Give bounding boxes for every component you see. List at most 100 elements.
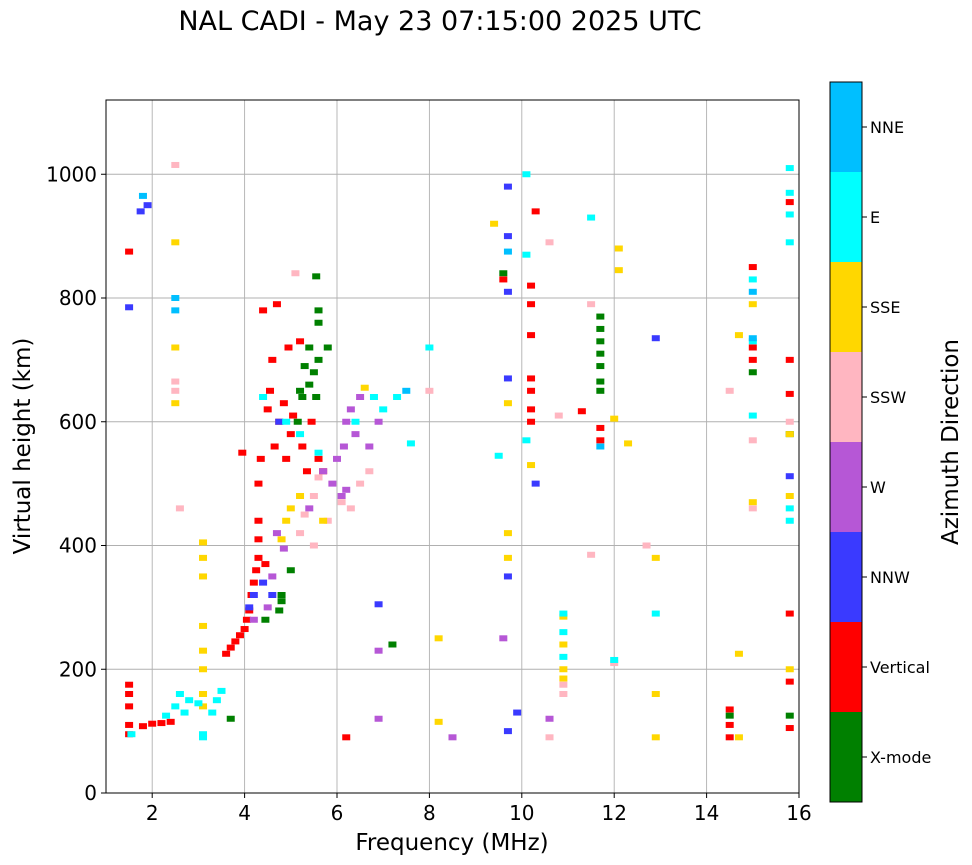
data-point-nnw [531, 480, 540, 487]
data-point-vertical [527, 418, 536, 425]
data-point-e [259, 394, 268, 400]
data-point-e [282, 418, 291, 425]
data-point-nne [748, 335, 757, 342]
data-point-sse [199, 573, 208, 580]
data-point-e [208, 709, 217, 716]
data-point-sse [286, 505, 295, 512]
data-point-vertical [302, 468, 311, 475]
y-tick-label: 1000 [46, 162, 97, 186]
data-point-sse [490, 220, 499, 227]
data-point-vertical [785, 199, 794, 206]
data-point-vertical [725, 706, 734, 713]
data-point-nne [596, 443, 605, 450]
data-point-w [365, 443, 374, 450]
data-point-nnw [503, 288, 512, 295]
data-point-ssw [725, 387, 734, 394]
data-point-vertical [307, 418, 316, 425]
data-point-w [272, 530, 281, 537]
data-point-x-mode [226, 715, 235, 722]
colorbar-segment-ssw [830, 352, 862, 442]
data-point-vertical [125, 703, 134, 710]
y-axis-label: Virtual height (km) [10, 338, 36, 555]
data-point-w [356, 394, 365, 400]
data-point-e [785, 239, 794, 246]
data-point-vertical [296, 338, 305, 345]
data-point-ssw [323, 517, 332, 524]
data-point-sse [734, 734, 743, 741]
data-point-sse [360, 384, 369, 391]
data-point-x-mode [312, 394, 321, 400]
data-point-vertical [596, 437, 605, 444]
x-tick-label: 10 [509, 801, 534, 825]
x-tick-label: 16 [786, 801, 811, 825]
data-point-e [194, 700, 203, 707]
data-point-w [448, 734, 457, 741]
data-point-e [785, 505, 794, 512]
data-point-e [785, 165, 794, 172]
data-point-vertical [298, 443, 307, 450]
data-point-sse [171, 400, 180, 407]
data-point-vertical [125, 248, 134, 255]
data-point-w [279, 545, 288, 552]
data-point-x-mode [296, 387, 305, 394]
data-point-x-mode [596, 378, 605, 385]
data-point-ssw [337, 499, 346, 506]
data-point-sse [296, 493, 305, 499]
data-point-sse [748, 499, 757, 506]
data-point-x-mode [277, 598, 286, 605]
data-point-nnw [651, 335, 660, 342]
data-point-w [328, 480, 337, 487]
data-point-vertical [785, 390, 794, 397]
data-point-e [171, 703, 180, 710]
data-point-ssw [314, 474, 323, 481]
data-point-x-mode [305, 344, 314, 351]
data-point-vertical [148, 720, 157, 727]
data-point-sse [785, 493, 794, 499]
data-point-e [559, 629, 568, 636]
data-point-sse [171, 344, 180, 351]
data-point-vertical [286, 431, 295, 438]
data-point-vertical [222, 650, 231, 657]
data-point-nne [171, 307, 180, 314]
data-point-vertical [245, 607, 254, 614]
data-point-ssw [748, 437, 757, 444]
data-point-vertical [785, 356, 794, 363]
data-point-nnw [136, 208, 145, 215]
data-point-nne [748, 288, 757, 295]
data-point-ssw [559, 691, 568, 697]
data-point-vertical [238, 449, 247, 456]
data-point-sse [614, 245, 623, 252]
data-point-ssw [309, 493, 318, 499]
data-point-e [180, 709, 189, 716]
data-point-sse [651, 734, 660, 741]
data-point-nnw [125, 304, 134, 311]
data-point-e [559, 653, 568, 660]
data-point-nnw [275, 418, 284, 425]
data-point-e [296, 431, 305, 438]
data-point-ssw [748, 505, 757, 512]
data-point-w [342, 418, 351, 425]
data-point-nnw [785, 473, 794, 480]
data-point-sse [651, 554, 660, 561]
data-point-vertical [272, 301, 281, 308]
data-point-x-mode [596, 325, 605, 332]
colorbar-tick-label: Vertical [870, 658, 930, 677]
data-point-e [425, 344, 434, 351]
data-point-x-mode [785, 712, 794, 719]
data-point-w [374, 715, 383, 722]
data-point-vertical [125, 691, 134, 697]
data-point-vertical [226, 644, 235, 651]
data-point-x-mode [596, 338, 605, 345]
colorbar-segment-e [830, 172, 862, 262]
data-point-ssw [610, 660, 619, 667]
data-point-e [185, 697, 194, 704]
data-point-vertical [527, 406, 536, 413]
data-point-nnw [503, 233, 512, 240]
data-point-vertical [314, 455, 323, 462]
colorbar-tick-label: X-mode [870, 748, 931, 767]
data-point-e [199, 731, 208, 738]
data-point-nnw [249, 592, 258, 598]
data-point-sse [559, 666, 568, 673]
data-point-ssw [785, 418, 794, 425]
data-point-vertical [725, 721, 734, 728]
